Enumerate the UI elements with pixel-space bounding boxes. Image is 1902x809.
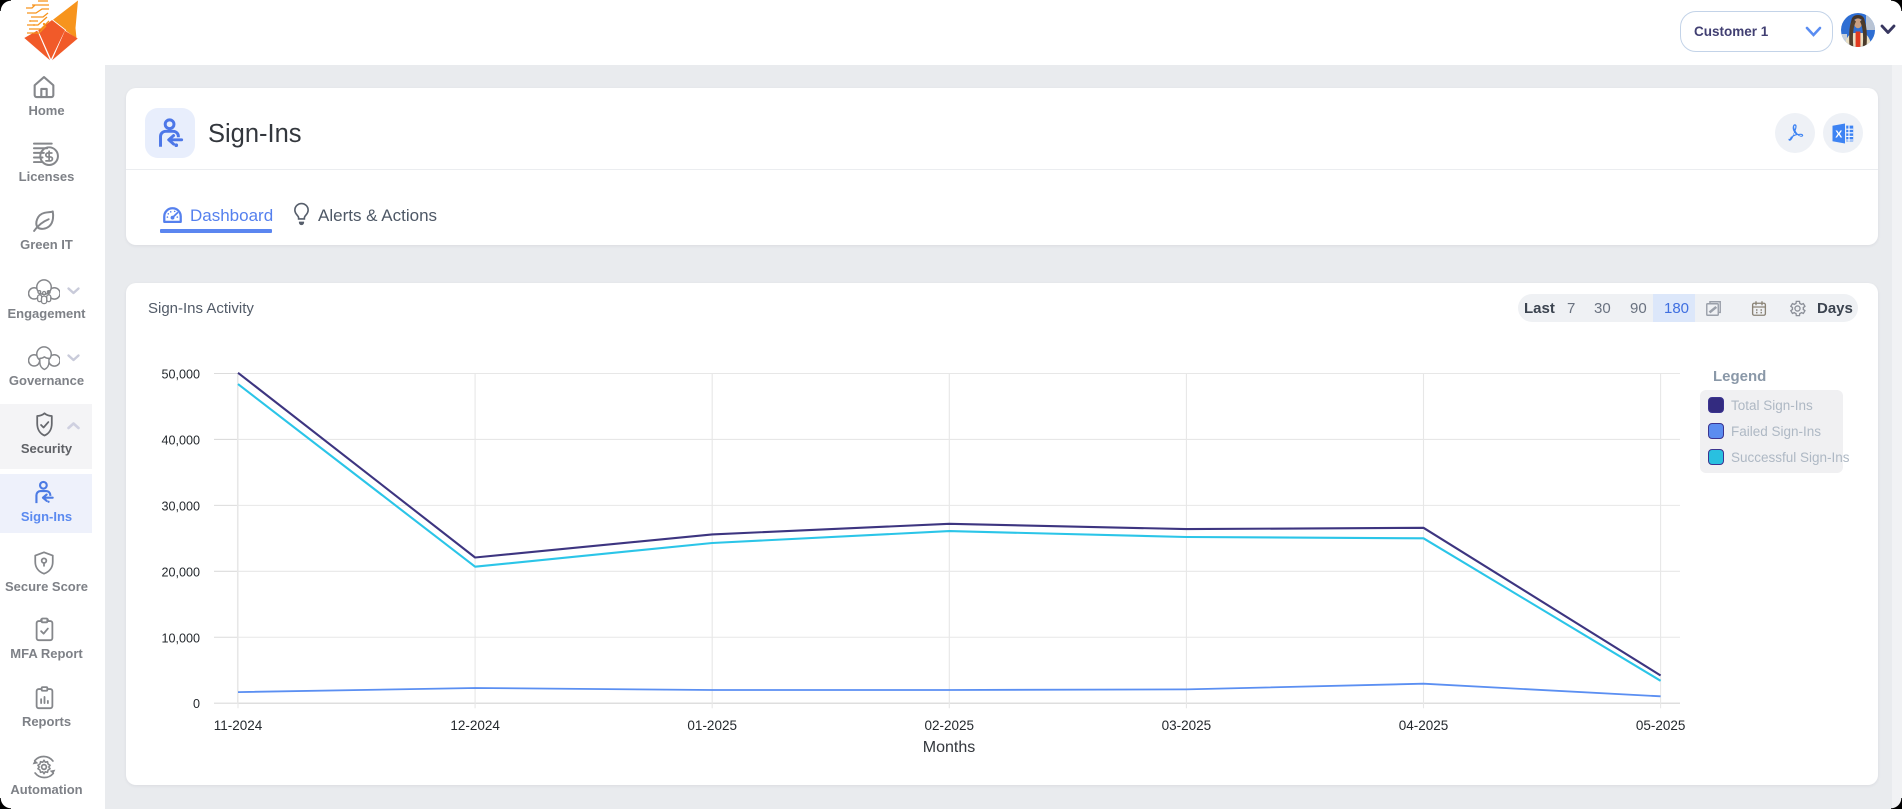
svg-text:20,000: 20,000 — [161, 565, 200, 579]
svg-text:X: X — [1835, 129, 1842, 141]
svg-text:04-2025: 04-2025 — [1399, 718, 1449, 733]
svg-text:03-2025: 03-2025 — [1162, 718, 1212, 733]
svg-text:10,000: 10,000 — [161, 631, 200, 645]
svg-text:50,000: 50,000 — [161, 368, 200, 382]
svg-text:11-2024: 11-2024 — [214, 718, 263, 733]
svg-text:40,000: 40,000 — [161, 433, 200, 447]
svg-text:05-2025: 05-2025 — [1636, 718, 1686, 733]
svg-text:0: 0 — [193, 697, 200, 711]
svg-text:01-2025: 01-2025 — [687, 718, 737, 733]
svg-text:02-2025: 02-2025 — [925, 718, 975, 733]
svg-text:Months: Months — [923, 739, 975, 756]
svg-text:30,000: 30,000 — [161, 499, 200, 513]
svg-text:12-2024: 12-2024 — [450, 718, 500, 733]
